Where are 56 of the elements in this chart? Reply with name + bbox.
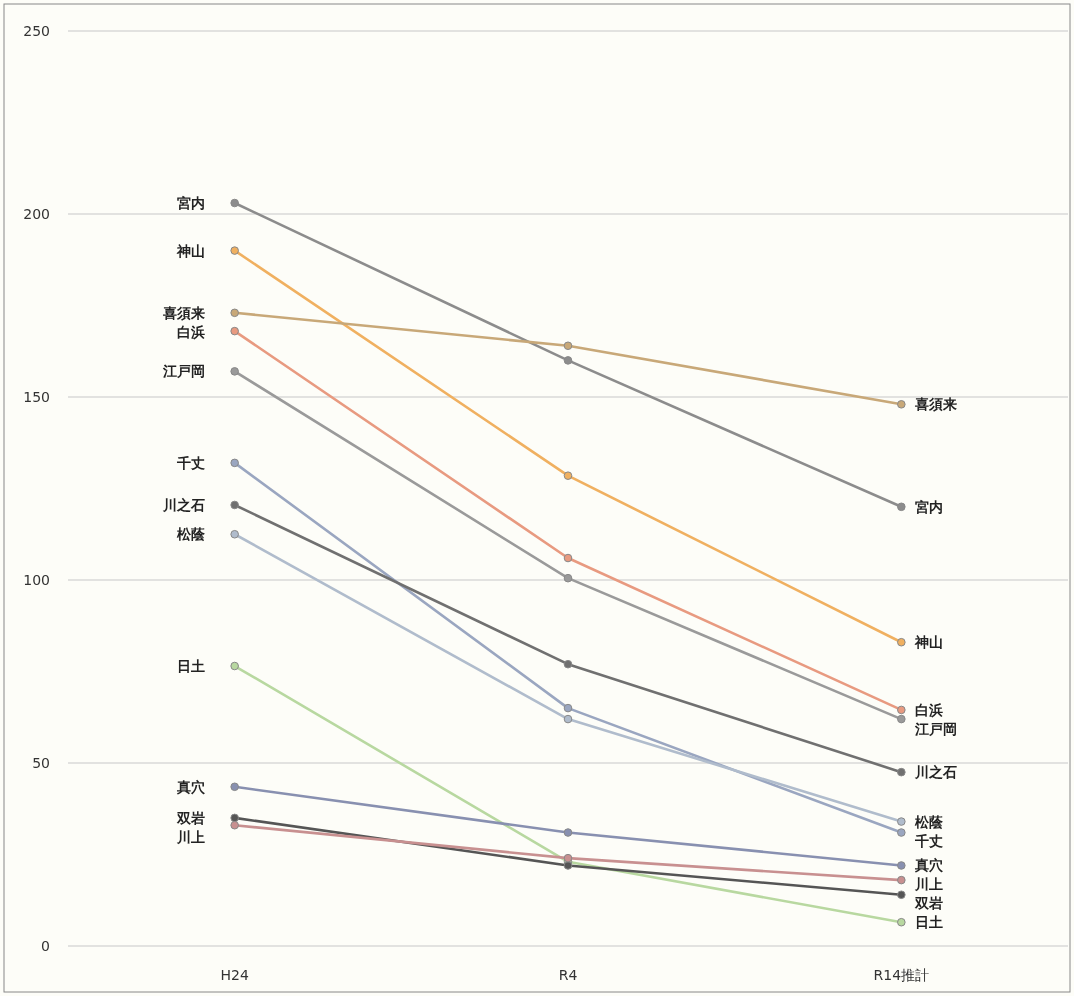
point — [230, 458, 239, 468]
y-tick-label: 200 — [23, 206, 50, 222]
text: 宮内 — [915, 498, 944, 515]
x-tick-label: R14推計 — [873, 967, 930, 983]
point — [230, 308, 239, 318]
point — [897, 637, 906, 647]
point — [230, 367, 239, 376]
point — [897, 502, 906, 512]
point — [230, 661, 239, 671]
point — [897, 400, 906, 409]
point — [563, 471, 573, 480]
point — [230, 813, 239, 823]
point — [563, 703, 573, 713]
y-tick-label: 150 — [23, 389, 50, 405]
y-tick-label: 250 — [23, 23, 50, 39]
point — [230, 529, 239, 539]
point — [563, 853, 573, 863]
text: 白浜 — [915, 701, 944, 718]
text: 双岩 — [915, 895, 944, 912]
point — [897, 767, 906, 777]
text: 川上 — [915, 876, 944, 893]
point — [230, 782, 239, 792]
text: 日土 — [915, 914, 944, 931]
point — [897, 861, 906, 870]
y-tick-label: 50 — [32, 755, 50, 771]
point — [230, 820, 239, 830]
point — [897, 828, 906, 837]
text: 神山 — [915, 634, 944, 651]
point — [230, 198, 239, 208]
text: 松蔭 — [915, 813, 944, 830]
point — [897, 890, 906, 900]
point — [563, 714, 573, 724]
point — [897, 817, 906, 826]
point — [897, 875, 906, 885]
y-tick-label: 0 — [41, 938, 50, 954]
point — [563, 356, 573, 365]
text: 川之石 — [915, 764, 958, 781]
point — [230, 246, 239, 255]
x-tick-label: H24 — [220, 967, 249, 983]
point — [230, 500, 239, 510]
point — [563, 861, 573, 870]
point — [563, 341, 573, 351]
text: 千丈 — [915, 832, 944, 849]
text: 江戸岡 — [915, 720, 958, 737]
text: 喜須来 — [915, 396, 958, 413]
point — [563, 828, 573, 837]
point — [230, 326, 239, 336]
point — [563, 659, 573, 669]
x-tick-label: R4 — [558, 967, 578, 983]
y-tick-label: 100 — [23, 572, 50, 588]
point — [897, 917, 906, 927]
point — [563, 573, 573, 583]
point — [897, 714, 906, 724]
point — [897, 705, 906, 715]
text: 真穴 — [915, 857, 944, 874]
point — [563, 553, 573, 563]
